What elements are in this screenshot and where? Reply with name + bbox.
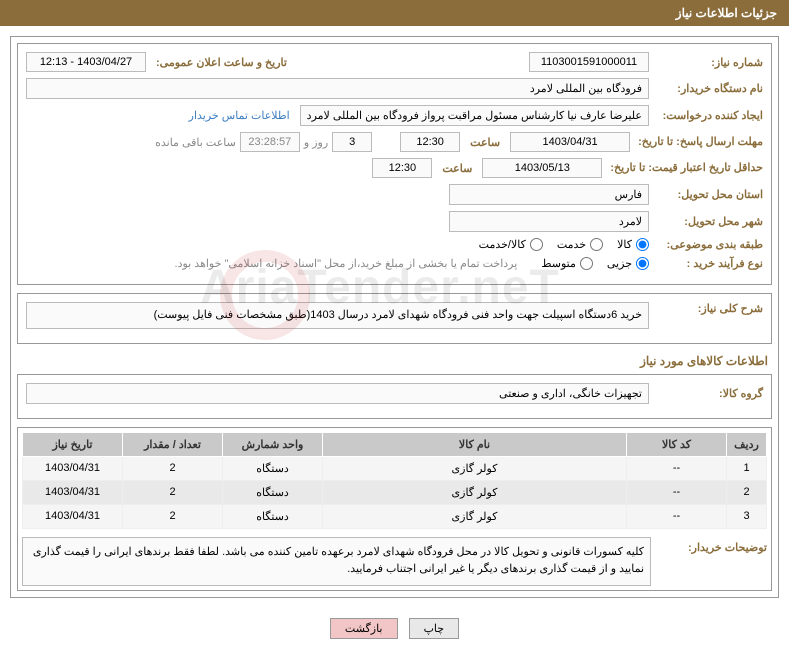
- table-cell-unit: دستگاه: [223, 504, 323, 528]
- th-code: کد کالا: [627, 432, 727, 456]
- need-no-value: 1103001591000011: [529, 52, 649, 72]
- need-info-section: شماره نیاز: 1103001591000011 تاریخ و ساع…: [17, 43, 772, 285]
- buyer-notes-text: کلیه کسورات قانونی و تحویل کالا در محل ف…: [22, 537, 651, 586]
- goods-table: ردیف کد کالا نام کالا واحد شمارش تعداد /…: [22, 432, 767, 529]
- validity-label: حداقل تاریخ اعتبار قیمت: تا تاریخ:: [606, 161, 763, 175]
- table-cell-unit: دستگاه: [223, 456, 323, 480]
- table-cell-unit: دستگاه: [223, 480, 323, 504]
- countdown: 23:28:57: [240, 132, 300, 152]
- back-button[interactable]: بازگشت: [330, 618, 398, 639]
- city-value: لامرد: [449, 211, 649, 232]
- remaining-text: ساعت باقی مانده: [155, 136, 236, 149]
- deadline-time: 12:30: [400, 132, 460, 152]
- table-cell-name: کولر گازی: [323, 504, 627, 528]
- radio-goods[interactable]: کالا: [617, 238, 649, 251]
- table-cell-row: 2: [727, 480, 767, 504]
- purchase-type-radio-group: جزیی متوسط: [541, 257, 649, 270]
- button-row: چاپ بازگشت: [0, 608, 789, 649]
- radio-partial[interactable]: جزیی: [607, 257, 649, 270]
- table-cell-qty: 2: [123, 504, 223, 528]
- requester-label: ایجاد کننده درخواست:: [653, 109, 763, 122]
- radio-both-input[interactable]: [530, 238, 543, 251]
- radio-goods-input[interactable]: [636, 238, 649, 251]
- radio-medium-input[interactable]: [580, 257, 593, 270]
- validity-time: 12:30: [372, 158, 432, 178]
- th-qty: تعداد / مقدار: [123, 432, 223, 456]
- province-value: فارس: [449, 184, 649, 205]
- table-row: 1--کولر گازیدستگاه21403/04/31: [23, 456, 767, 480]
- table-cell-date: 1403/04/31: [23, 480, 123, 504]
- announce-label: تاریخ و ساعت اعلان عمومی:: [150, 56, 293, 69]
- table-cell-row: 3: [727, 504, 767, 528]
- table-cell-name: کولر گازی: [323, 480, 627, 504]
- buyer-org-value: فرودگاه بین المللی لامرد: [26, 78, 649, 99]
- radio-partial-label: جزیی: [607, 257, 632, 270]
- th-name: نام کالا: [323, 432, 627, 456]
- page-title: جزئیات اطلاعات نیاز: [676, 6, 777, 20]
- purchase-note: پرداخت تمام یا بخشی از مبلغ خرید،از محل …: [175, 257, 518, 270]
- category-label: طبقه بندی موضوعی:: [653, 238, 763, 251]
- radio-service[interactable]: خدمت: [557, 238, 603, 251]
- radio-service-input[interactable]: [590, 238, 603, 251]
- days-and-text: روز و: [304, 136, 328, 149]
- table-cell-date: 1403/04/31: [23, 456, 123, 480]
- table-cell-date: 1403/04/31: [23, 504, 123, 528]
- table-row: 3--کولر گازیدستگاه21403/04/31: [23, 504, 767, 528]
- table-cell-code: --: [627, 504, 727, 528]
- table-cell-qty: 2: [123, 480, 223, 504]
- table-cell-row: 1: [727, 456, 767, 480]
- table-cell-code: --: [627, 480, 727, 504]
- radio-both-label: کالا/خدمت: [479, 238, 526, 251]
- radio-medium[interactable]: متوسط: [541, 257, 593, 270]
- buyer-org-label: نام دستگاه خریدار:: [653, 82, 763, 95]
- goods-table-container: ردیف کد کالا نام کالا واحد شمارش تعداد /…: [17, 427, 772, 591]
- radio-both[interactable]: کالا/خدمت: [479, 238, 543, 251]
- radio-service-label: خدمت: [557, 238, 586, 251]
- province-label: استان محل تحویل:: [653, 188, 763, 201]
- radio-partial-input[interactable]: [636, 257, 649, 270]
- goods-group-value: تجهیزات خانگی، اداری و صنعتی: [26, 383, 649, 404]
- table-cell-name: کولر گازی: [323, 456, 627, 480]
- category-radio-group: کالا خدمت کالا/خدمت: [479, 238, 649, 251]
- radio-goods-label: کالا: [617, 238, 632, 251]
- page-title-bar: جزئیات اطلاعات نیاز: [0, 0, 789, 26]
- radio-medium-label: متوسط: [541, 257, 576, 270]
- days-count: 3: [332, 132, 372, 152]
- th-date: تاریخ نیاز: [23, 432, 123, 456]
- announce-value: 1403/04/27 - 12:13: [26, 52, 146, 72]
- time-label-2: ساعت: [436, 162, 478, 175]
- goods-section-title: اطلاعات کالاهای مورد نیاز: [21, 354, 768, 368]
- th-unit: واحد شمارش: [223, 432, 323, 456]
- table-cell-qty: 2: [123, 456, 223, 480]
- buyer-notes-label: توضیحات خریدار:: [657, 537, 767, 554]
- print-button[interactable]: چاپ: [409, 618, 460, 639]
- requester-value: علیرضا عارف نیا کارشناس مسئول مراقبت پرو…: [300, 105, 649, 126]
- purchase-type-label: نوع فرآیند خرید :: [653, 257, 763, 270]
- need-no-label: شماره نیاز:: [653, 56, 763, 69]
- general-desc-value: خرید 6دستگاه اسپیلت جهت واحد فنی فرودگاه…: [26, 302, 649, 329]
- th-row: ردیف: [727, 432, 767, 456]
- city-label: شهر محل تحویل:: [653, 215, 763, 228]
- buyer-contact-link[interactable]: اطلاعات تماس خریدار: [189, 109, 296, 122]
- goods-group-section: گروه کالا: تجهیزات خانگی، اداری و صنعتی: [17, 374, 772, 419]
- general-desc-section: شرح کلی نیاز: خرید 6دستگاه اسپیلت جهت وا…: [17, 293, 772, 344]
- table-row: 2--کولر گازیدستگاه21403/04/31: [23, 480, 767, 504]
- main-container: شماره نیاز: 1103001591000011 تاریخ و ساع…: [10, 36, 779, 598]
- time-label-1: ساعت: [464, 136, 506, 149]
- general-desc-label: شرح کلی نیاز:: [653, 302, 763, 315]
- deadline-label: مهلت ارسال پاسخ: تا تاریخ:: [634, 135, 763, 149]
- goods-group-label: گروه کالا:: [653, 387, 763, 400]
- deadline-date: 1403/04/31: [510, 132, 630, 152]
- table-cell-code: --: [627, 456, 727, 480]
- validity-date: 1403/05/13: [482, 158, 602, 178]
